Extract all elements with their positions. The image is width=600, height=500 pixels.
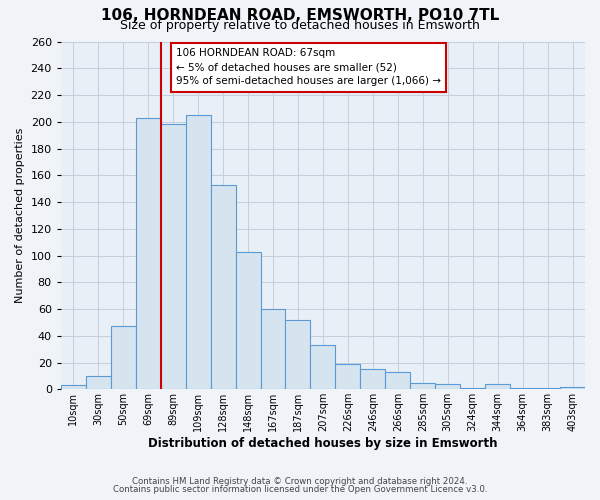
Bar <box>185 115 211 390</box>
Bar <box>335 364 361 390</box>
X-axis label: Distribution of detached houses by size in Emsworth: Distribution of detached houses by size … <box>148 437 497 450</box>
Bar <box>410 382 435 390</box>
Bar <box>211 184 236 390</box>
Bar <box>161 124 185 390</box>
Bar <box>510 388 535 390</box>
Y-axis label: Number of detached properties: Number of detached properties <box>15 128 25 303</box>
Bar <box>310 345 335 390</box>
Text: 106 HORNDEAN ROAD: 67sqm
← 5% of detached houses are smaller (52)
95% of semi-de: 106 HORNDEAN ROAD: 67sqm ← 5% of detache… <box>176 48 441 86</box>
Bar <box>385 372 410 390</box>
Bar <box>535 388 560 390</box>
Bar <box>111 326 136 390</box>
Bar <box>61 386 86 390</box>
Bar <box>260 309 286 390</box>
Bar <box>236 252 260 390</box>
Text: Size of property relative to detached houses in Emsworth: Size of property relative to detached ho… <box>120 19 480 32</box>
Bar <box>435 384 460 390</box>
Text: Contains HM Land Registry data © Crown copyright and database right 2024.: Contains HM Land Registry data © Crown c… <box>132 477 468 486</box>
Bar <box>485 384 510 390</box>
Text: 106, HORNDEAN ROAD, EMSWORTH, PO10 7TL: 106, HORNDEAN ROAD, EMSWORTH, PO10 7TL <box>101 8 499 22</box>
Bar <box>136 118 161 390</box>
Bar <box>361 369 385 390</box>
Bar <box>460 388 485 390</box>
Bar <box>286 320 310 390</box>
Bar <box>86 376 111 390</box>
Bar <box>560 386 585 390</box>
Text: Contains public sector information licensed under the Open Government Licence v3: Contains public sector information licen… <box>113 485 487 494</box>
